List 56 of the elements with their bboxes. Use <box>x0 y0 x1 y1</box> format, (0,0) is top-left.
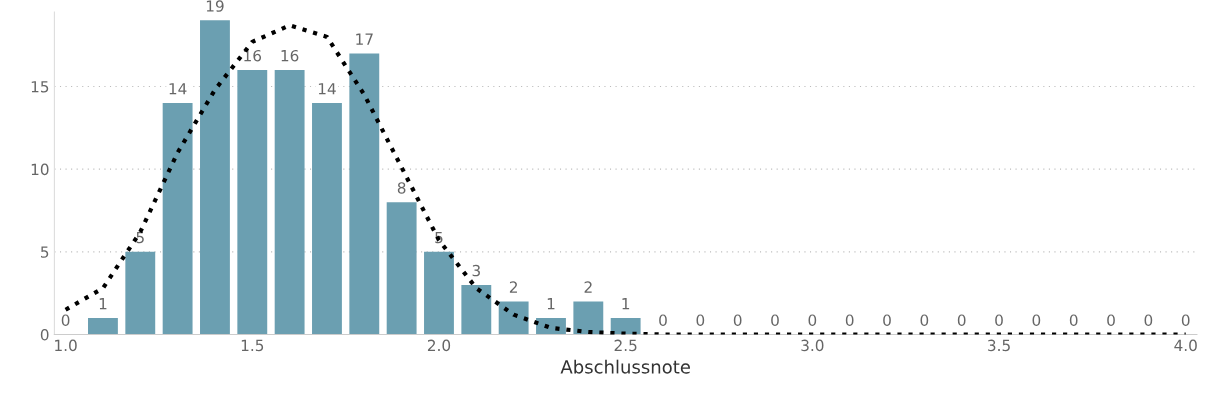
x-axis-title: Abschlussnote <box>560 359 690 374</box>
data-label: 14 <box>318 83 336 95</box>
data-label: 1 <box>99 298 107 310</box>
x-tick-label: 3.5 <box>988 339 1010 352</box>
data-label: 0 <box>845 314 854 326</box>
bar <box>162 103 193 335</box>
bar <box>386 202 417 335</box>
y-tick-label: 15 <box>31 81 49 93</box>
data-label: 0 <box>61 314 70 326</box>
data-label: 0 <box>1144 314 1153 326</box>
data-label: 17 <box>356 33 373 45</box>
data-label: 2 <box>509 281 517 293</box>
data-label: 19 <box>206 0 224 12</box>
x-tick-label: 4.0 <box>1174 339 1197 352</box>
bar <box>237 69 268 335</box>
data-label: 16 <box>281 49 299 62</box>
data-label: 0 <box>733 314 742 326</box>
data-label: 1 <box>547 298 555 310</box>
x-tick-label: 1.5 <box>241 339 264 352</box>
data-label: 0 <box>920 314 929 326</box>
bar <box>312 103 342 335</box>
bar <box>573 301 604 335</box>
data-label: 0 <box>1069 314 1078 326</box>
line-series <box>63 23 1188 335</box>
data-label: 14 <box>169 83 187 95</box>
data-label: 0 <box>883 314 891 326</box>
bar <box>88 317 118 335</box>
bar <box>610 317 641 335</box>
bar <box>200 20 230 335</box>
data-label: 0 <box>957 314 966 326</box>
data-label: 8 <box>397 182 406 194</box>
data-label: 5 <box>136 231 144 244</box>
data-label: 2 <box>584 281 592 293</box>
x-tick-label: 1.0 <box>55 339 77 352</box>
x-tick-label: 2.5 <box>614 339 637 352</box>
data-label: 0 <box>808 314 817 326</box>
data-label: 0 <box>1107 314 1115 326</box>
bar <box>498 301 529 335</box>
data-label: 0 <box>659 314 667 326</box>
data-label: 3 <box>472 264 480 277</box>
data-label: 0 <box>771 314 779 326</box>
bar <box>424 251 454 335</box>
bar <box>274 69 305 335</box>
y-tick-label: 5 <box>41 246 49 258</box>
data-label: 0 <box>696 314 705 326</box>
bar <box>461 284 492 335</box>
data-label: 0 <box>1181 314 1190 326</box>
x-tick-label: 3.0 <box>801 339 824 352</box>
bar <box>125 251 156 335</box>
data-label: 1 <box>622 298 630 310</box>
x-tick-label: 2.0 <box>427 339 451 352</box>
bar <box>349 53 380 335</box>
data-label: 0 <box>995 314 1003 326</box>
y-tick-label: 10 <box>31 163 49 176</box>
y-tick-label: 0 <box>40 328 49 341</box>
data-label: 0 <box>1032 314 1041 326</box>
